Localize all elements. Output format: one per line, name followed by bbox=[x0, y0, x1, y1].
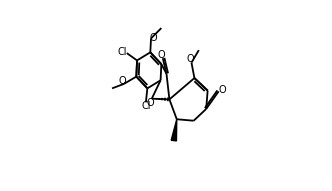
Text: O: O bbox=[146, 98, 154, 108]
Text: O: O bbox=[149, 33, 157, 43]
Text: O: O bbox=[187, 54, 195, 64]
Text: Cl: Cl bbox=[142, 101, 151, 112]
Text: Cl: Cl bbox=[118, 47, 127, 57]
Text: O: O bbox=[157, 49, 165, 60]
Text: O: O bbox=[218, 85, 226, 95]
Text: O: O bbox=[119, 76, 126, 86]
Polygon shape bbox=[171, 119, 177, 141]
